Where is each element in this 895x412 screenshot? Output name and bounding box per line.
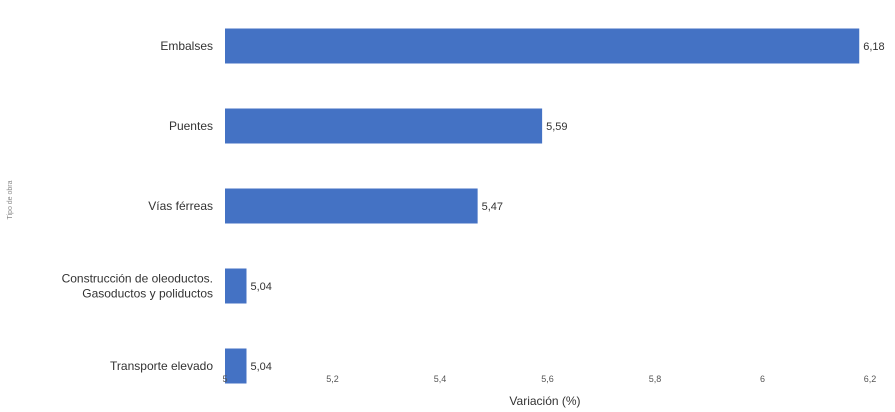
- x-tick-label-4: 5,8: [649, 374, 662, 384]
- bar-3: [225, 268, 247, 304]
- category-label-line: Construcción de oleoductos.: [62, 272, 213, 286]
- x-tick-label-6: 6,2: [864, 374, 877, 384]
- x-tick-label-5: 6: [760, 374, 765, 384]
- value-label-4: 5,04: [251, 361, 272, 373]
- category-label-line: Puentes: [169, 119, 213, 133]
- value-labels: 6,18 5,59 5,47 5,04 5,04: [251, 41, 885, 373]
- category-label-1: Puentes: [169, 119, 213, 133]
- bar-4: [225, 348, 247, 384]
- category-labels: Embalses Puentes Vías férreas Construcción …: [62, 39, 214, 373]
- y-axis-title: Tipo de obra: [7, 180, 14, 219]
- category-label-4: Transporte elevado: [110, 359, 213, 373]
- x-tick-label-2: 5,4: [434, 374, 447, 384]
- value-label-2: 5,47: [482, 201, 503, 213]
- category-label-line: Transporte elevado: [110, 359, 213, 373]
- category-label-line: Vías férreas: [148, 199, 213, 213]
- category-label-0: Embalses: [160, 39, 213, 53]
- x-tick-label-0: 5: [222, 374, 227, 384]
- value-label-1: 5,59: [546, 121, 567, 133]
- bar-2: [225, 188, 478, 224]
- bar-1: [225, 108, 543, 144]
- bar-0: [225, 28, 860, 64]
- x-axis-title: Variación (%): [509, 394, 580, 408]
- value-label-0: 6,18: [863, 41, 884, 53]
- category-label-line: Embalses: [160, 39, 213, 53]
- category-label-line: Gasoductos y poliductos: [82, 287, 213, 301]
- value-label-3: 5,04: [251, 281, 272, 293]
- x-tick-labels: 5 5,2 5,4 5,6 5,8 6 6,2: [222, 374, 876, 384]
- category-label-3: Construcción de oleoductos. Gasoductos y …: [62, 272, 213, 301]
- bars-layer: [225, 28, 860, 384]
- category-label-2: Vías férreas: [148, 199, 213, 213]
- x-tick-label-3: 5,6: [541, 374, 554, 384]
- x-tick-label-1: 5,2: [326, 374, 339, 384]
